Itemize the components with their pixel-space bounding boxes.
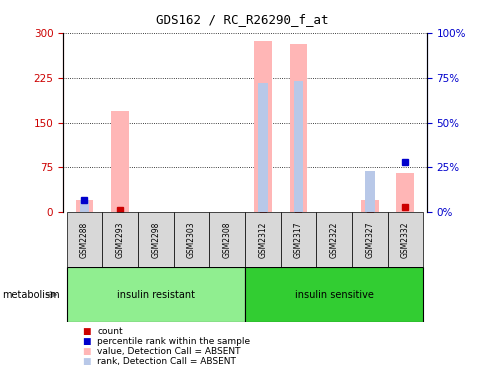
- Bar: [360, 200, 378, 212]
- Bar: [257, 83, 267, 212]
- Text: ■: ■: [82, 327, 91, 336]
- Text: GSM2322: GSM2322: [329, 221, 338, 258]
- Text: percentile rank within the sample: percentile rank within the sample: [97, 337, 250, 346]
- Bar: [66, 212, 102, 267]
- Bar: [364, 171, 374, 212]
- Text: GDS162 / RC_R26290_f_at: GDS162 / RC_R26290_f_at: [156, 13, 328, 26]
- Text: GSM2303: GSM2303: [186, 221, 196, 258]
- Bar: [102, 212, 137, 267]
- Text: ■: ■: [82, 358, 91, 366]
- Text: value, Detection Call = ABSENT: value, Detection Call = ABSENT: [97, 347, 240, 356]
- Bar: [395, 173, 413, 212]
- Bar: [293, 81, 302, 212]
- Text: GSM2327: GSM2327: [364, 221, 374, 258]
- Text: metabolism: metabolism: [2, 290, 60, 300]
- Bar: [316, 212, 351, 267]
- Text: GSM2293: GSM2293: [115, 221, 124, 258]
- Text: GSM2288: GSM2288: [80, 221, 89, 258]
- Bar: [244, 212, 280, 267]
- Text: GSM2298: GSM2298: [151, 221, 160, 258]
- Bar: [173, 212, 209, 267]
- Text: count: count: [97, 327, 122, 336]
- Bar: [351, 212, 387, 267]
- Bar: [244, 267, 423, 322]
- Text: GSM2308: GSM2308: [222, 221, 231, 258]
- Text: GSM2317: GSM2317: [293, 221, 302, 258]
- Bar: [387, 212, 423, 267]
- Text: insulin sensitive: insulin sensitive: [294, 290, 373, 300]
- Bar: [76, 200, 93, 212]
- Text: rank, Detection Call = ABSENT: rank, Detection Call = ABSENT: [97, 358, 235, 366]
- Bar: [111, 111, 129, 212]
- Bar: [66, 267, 244, 322]
- Text: ■: ■: [82, 347, 91, 356]
- Text: GSM2332: GSM2332: [400, 221, 409, 258]
- Bar: [253, 41, 271, 212]
- Bar: [289, 44, 307, 212]
- Bar: [137, 212, 173, 267]
- Bar: [209, 212, 244, 267]
- Text: ■: ■: [82, 337, 91, 346]
- Text: insulin resistant: insulin resistant: [117, 290, 195, 300]
- Bar: [79, 200, 89, 212]
- Text: GSM2312: GSM2312: [257, 221, 267, 258]
- Bar: [280, 212, 316, 267]
